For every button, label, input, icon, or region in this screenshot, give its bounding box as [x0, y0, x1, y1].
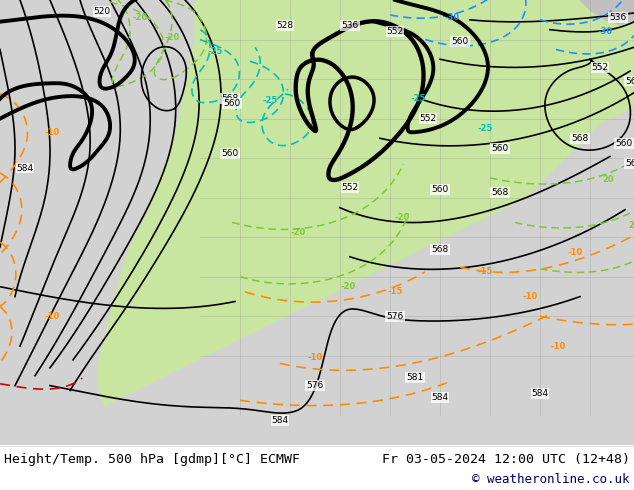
Text: -10: -10: [522, 292, 538, 301]
Polygon shape: [0, 445, 634, 490]
Text: -25: -25: [262, 97, 278, 105]
Text: -15: -15: [387, 287, 403, 296]
Text: 560: 560: [451, 37, 469, 46]
Text: -20: -20: [164, 33, 179, 42]
Text: Height/Temp. 500 hPa [gdmp][°C] ECMWF: Height/Temp. 500 hPa [gdmp][°C] ECMWF: [4, 453, 300, 466]
Text: -30: -30: [597, 27, 612, 36]
Text: -20: -20: [340, 282, 356, 291]
Polygon shape: [98, 0, 634, 405]
Text: -15: -15: [477, 268, 493, 276]
Text: 560: 560: [616, 139, 633, 148]
Text: 576: 576: [306, 381, 323, 390]
Text: -20: -20: [133, 13, 148, 23]
Text: 560: 560: [431, 185, 449, 195]
Text: 560: 560: [221, 149, 238, 158]
Text: 568: 568: [571, 134, 588, 143]
Text: -20: -20: [290, 228, 306, 237]
Polygon shape: [0, 0, 634, 445]
Text: -10: -10: [44, 312, 60, 321]
Text: 520: 520: [93, 7, 110, 16]
Text: 552: 552: [387, 27, 404, 36]
Text: -25: -25: [477, 124, 493, 133]
Text: 560: 560: [491, 144, 508, 153]
Text: 20: 20: [602, 175, 614, 184]
Text: 581: 581: [406, 373, 424, 382]
Text: 560: 560: [223, 99, 241, 108]
Text: 560: 560: [625, 76, 634, 86]
Text: 576: 576: [386, 312, 404, 321]
Text: -30: -30: [444, 13, 460, 23]
Text: 552: 552: [420, 114, 437, 123]
Text: -10: -10: [550, 342, 566, 350]
Text: 536: 536: [609, 13, 626, 23]
Text: 565: 565: [625, 159, 634, 168]
Text: -10: -10: [44, 128, 60, 137]
Text: 584: 584: [16, 164, 34, 172]
Text: 568: 568: [221, 95, 238, 103]
Polygon shape: [580, 0, 634, 24]
Polygon shape: [540, 0, 634, 35]
Text: -25: -25: [207, 47, 223, 56]
Text: 568: 568: [491, 188, 508, 197]
Text: 568: 568: [431, 245, 449, 254]
Text: 552: 552: [592, 63, 609, 72]
Text: 20: 20: [628, 221, 634, 230]
Text: -10: -10: [307, 353, 323, 363]
Text: -25: -25: [410, 95, 425, 103]
Text: 536: 536: [341, 21, 359, 30]
Text: -10: -10: [567, 247, 583, 257]
Text: Fr 03-05-2024 12:00 UTC (12+48): Fr 03-05-2024 12:00 UTC (12+48): [382, 453, 630, 466]
Text: 584: 584: [432, 393, 449, 402]
Text: © weatheronline.co.uk: © weatheronline.co.uk: [472, 473, 630, 487]
Text: 584: 584: [531, 389, 548, 398]
Text: -20: -20: [394, 213, 410, 222]
Text: 552: 552: [342, 183, 359, 193]
Text: 528: 528: [276, 21, 294, 30]
Text: 584: 584: [271, 416, 288, 425]
